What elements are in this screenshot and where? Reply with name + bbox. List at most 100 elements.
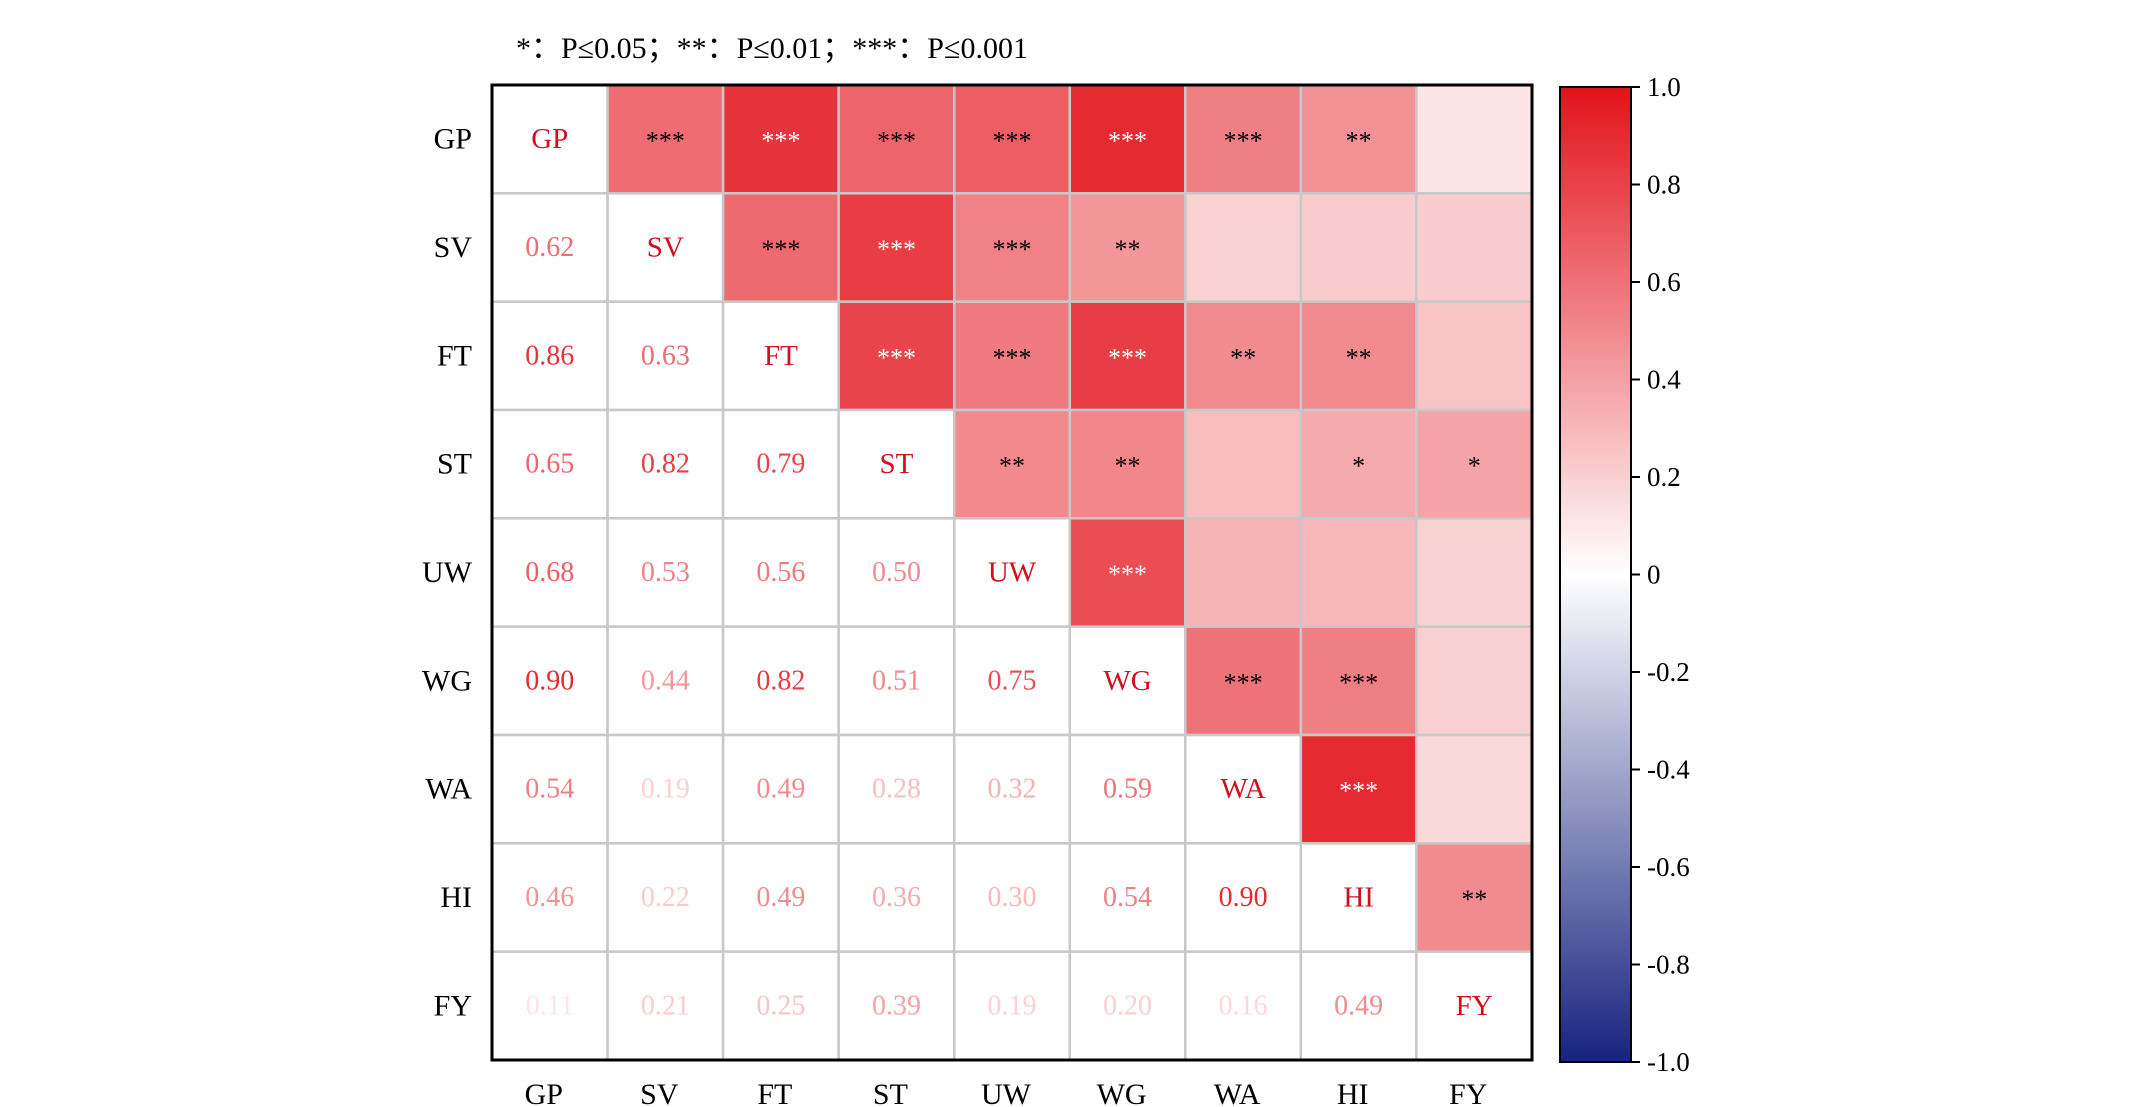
heatmap-cell — [837, 842, 956, 953]
significance-mark: *** — [993, 343, 1032, 372]
heatmap-cells: GP *** *** *** *** *** *** **0.62 SV *** *** *** **0… — [490, 83, 1534, 1062]
correlation-value: 0.36 — [872, 882, 921, 913]
heatmap-cell — [837, 733, 956, 845]
heatmap-cell — [606, 192, 725, 303]
heatmap-cell — [490, 625, 609, 737]
significance-mark: ** — [1346, 127, 1372, 156]
heatmap-cell — [1415, 625, 1534, 737]
row-label: WA — [425, 773, 472, 806]
column-label: WG — [1097, 1078, 1147, 1107]
correlation-value: 0.51 — [872, 665, 921, 696]
correlation-value: 0.75 — [988, 665, 1037, 696]
heatmap-cell — [837, 192, 956, 303]
correlation-value: 0.11 — [526, 990, 574, 1021]
heatmap-cell — [721, 625, 840, 737]
significance-mark: ** — [1346, 343, 1372, 372]
significance-mark: * — [1352, 452, 1365, 481]
heatmap-cell — [837, 300, 956, 412]
heatmap-cell — [1299, 950, 1418, 1062]
diagonal-label: UW — [988, 557, 1037, 589]
heatmap-cell — [721, 300, 840, 412]
row-label: FY — [434, 989, 472, 1022]
heatmap-cell — [1068, 733, 1187, 845]
correlation-value: 0.63 — [641, 340, 690, 371]
heatmap-cell — [1068, 625, 1187, 737]
heatmap-cell — [1184, 625, 1303, 737]
heatmap-cell — [721, 842, 840, 953]
column-label: FT — [757, 1078, 792, 1107]
correlation-value: 0.16 — [1219, 990, 1268, 1021]
significance-mark: *** — [993, 127, 1032, 156]
correlation-value: 0.90 — [1219, 882, 1268, 913]
heatmap-cell — [490, 517, 609, 628]
colorbar: 1.0 0.8 0.6 0.4 0.2 0 -0.2 -0.4 -0.6 -0.8 -1.0 — [1559, 72, 1690, 1077]
correlation-value: 0.54 — [525, 774, 574, 805]
diagonal-label: GP — [531, 123, 568, 155]
correlation-value: 0.68 — [525, 557, 574, 588]
heatmap-cell — [1068, 408, 1187, 520]
significance-note: *：P≤0.05；**：P≤0.01；***：P≤0.001 — [516, 32, 1028, 65]
row-label: GP — [434, 123, 472, 156]
heatmap-cell — [490, 83, 609, 195]
heatmap-cell — [1299, 408, 1418, 520]
heatmap-cell — [1299, 83, 1418, 195]
colorbar-tick-label: 0 — [1647, 560, 1661, 590]
heatmap-cell — [952, 408, 1072, 520]
heatmap-cell — [1415, 733, 1534, 845]
column-label: GP — [525, 1078, 563, 1107]
diagonal-label: WG — [1103, 665, 1151, 697]
heatmap-cell — [606, 733, 725, 845]
heatmap-cell — [1415, 517, 1534, 628]
correlation-value: 0.79 — [756, 449, 805, 480]
colorbar-tick-label: 0.2 — [1647, 462, 1681, 492]
correlation-value: 0.20 — [1103, 990, 1152, 1021]
significance-mark: ** — [1230, 343, 1256, 372]
significance-mark: ** — [1461, 885, 1487, 914]
heatmap-cell — [952, 950, 1072, 1062]
heatmap-cell — [952, 733, 1072, 845]
significance-mark: * — [1468, 452, 1481, 481]
heatmap-cell — [1184, 842, 1303, 953]
heatmap-cell — [1415, 83, 1534, 195]
correlation-value: 0.28 — [872, 774, 921, 805]
colorbar-tick-label: -1.0 — [1647, 1047, 1690, 1077]
heatmap-cell — [1184, 192, 1303, 303]
significance-mark: *** — [1108, 343, 1147, 372]
significance-mark: *** — [993, 235, 1032, 264]
correlation-value: 0.49 — [756, 882, 805, 913]
colorbar-tick-label: 0.8 — [1647, 170, 1681, 200]
heatmap-cell — [1068, 517, 1187, 628]
correlation-value: 0.50 — [872, 557, 921, 588]
correlation-value: 0.59 — [1103, 774, 1152, 805]
significance-mark: *** — [1224, 668, 1263, 697]
column-label: WA — [1214, 1078, 1261, 1107]
correlation-value: 0.46 — [525, 882, 574, 913]
heatmap-cell — [1068, 950, 1187, 1062]
colorbar-tick-label: 1.0 — [1647, 72, 1681, 102]
heatmap-cell — [837, 625, 956, 737]
significance-mark: *** — [761, 235, 800, 264]
column-label: HI — [1337, 1078, 1369, 1107]
colorbar-tick-label: 0.4 — [1647, 365, 1681, 395]
significance-mark: *** — [646, 127, 685, 156]
heatmap-cell — [1415, 192, 1534, 303]
heatmap-cell — [1299, 192, 1418, 303]
correlation-value: 0.49 — [756, 774, 805, 805]
correlation-value: 0.44 — [641, 665, 690, 696]
heatmap-cell — [1415, 842, 1534, 953]
correlation-value: 0.56 — [756, 557, 805, 588]
heatmap-cell — [606, 83, 725, 195]
correlation-value: 0.62 — [525, 232, 574, 263]
colorbar-gradient — [1559, 86, 1632, 1063]
diagonal-label: HI — [1343, 882, 1374, 914]
heatmap-cell — [606, 842, 725, 953]
heatmap-cell — [1184, 300, 1303, 412]
column-label: SV — [640, 1078, 679, 1107]
significance-mark: *** — [1339, 777, 1378, 806]
row-label: WG — [422, 664, 472, 697]
correlation-value: 0.65 — [525, 449, 574, 480]
correlation-value: 0.22 — [641, 882, 690, 913]
correlation-value: 0.30 — [988, 882, 1037, 913]
heatmap-cell — [1184, 517, 1303, 628]
